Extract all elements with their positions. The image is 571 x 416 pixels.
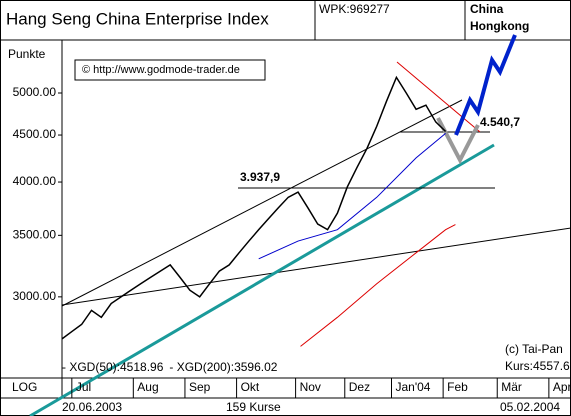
y-label: Punkte: [8, 47, 46, 61]
y-tick-label: 3500.00: [13, 228, 57, 242]
x-tick-label: Okt: [241, 380, 260, 394]
x-tick-label: Jul: [76, 380, 91, 394]
source: (c) Tai-Pan: [505, 342, 563, 356]
series-line: [300, 224, 456, 347]
support-line: [29, 143, 495, 416]
projection: [454, 34, 517, 136]
y-tick-label: 3000.00: [13, 289, 57, 303]
trendlines: [29, 34, 571, 416]
x-tick-label: Dez: [349, 380, 370, 394]
trendline: [61, 227, 571, 306]
legend-entry: - XGD(200):3596.02: [169, 360, 277, 374]
start-date: 20.06.2003: [62, 400, 122, 414]
x-tick-label: Aug: [137, 380, 158, 394]
annotation: 4.540,7: [480, 115, 520, 129]
x-tick-label: Apr: [553, 380, 571, 394]
series-line: [258, 132, 446, 260]
annotation: 3.937,9: [240, 170, 280, 184]
projection: [436, 117, 480, 165]
copyright: © http://www.godmode-trader.de: [82, 64, 240, 76]
end-date: 05.02.2004: [500, 400, 560, 414]
region: China Hongkong: [470, 2, 529, 33]
last-price: Kurs:4557.69: [505, 359, 571, 373]
trendline: [396, 61, 481, 133]
x-tick-label: Sep: [189, 380, 211, 394]
count: 159 Kurse: [226, 400, 281, 414]
title: Hang Seng China Enterprise Index: [6, 9, 269, 28]
copyright-box: [74, 59, 266, 81]
y-tick-label: 4000.00: [13, 174, 57, 188]
series-line: [61, 75, 447, 340]
wpk: WPK:969277: [319, 2, 390, 16]
trendline: [61, 99, 463, 307]
y-tick-label: 5000.00: [13, 85, 57, 99]
legend-entry: - XGD(50):4518.96: [62, 360, 164, 374]
y-tick-label: 4500.00: [13, 127, 57, 141]
x-tick-label: Feb: [447, 380, 468, 394]
scale-label: LOG: [12, 380, 37, 394]
x-tick-label: Mär: [501, 380, 522, 394]
x-tick-label: Nov: [300, 380, 321, 394]
x-tick-label: Jan'04: [395, 380, 430, 394]
